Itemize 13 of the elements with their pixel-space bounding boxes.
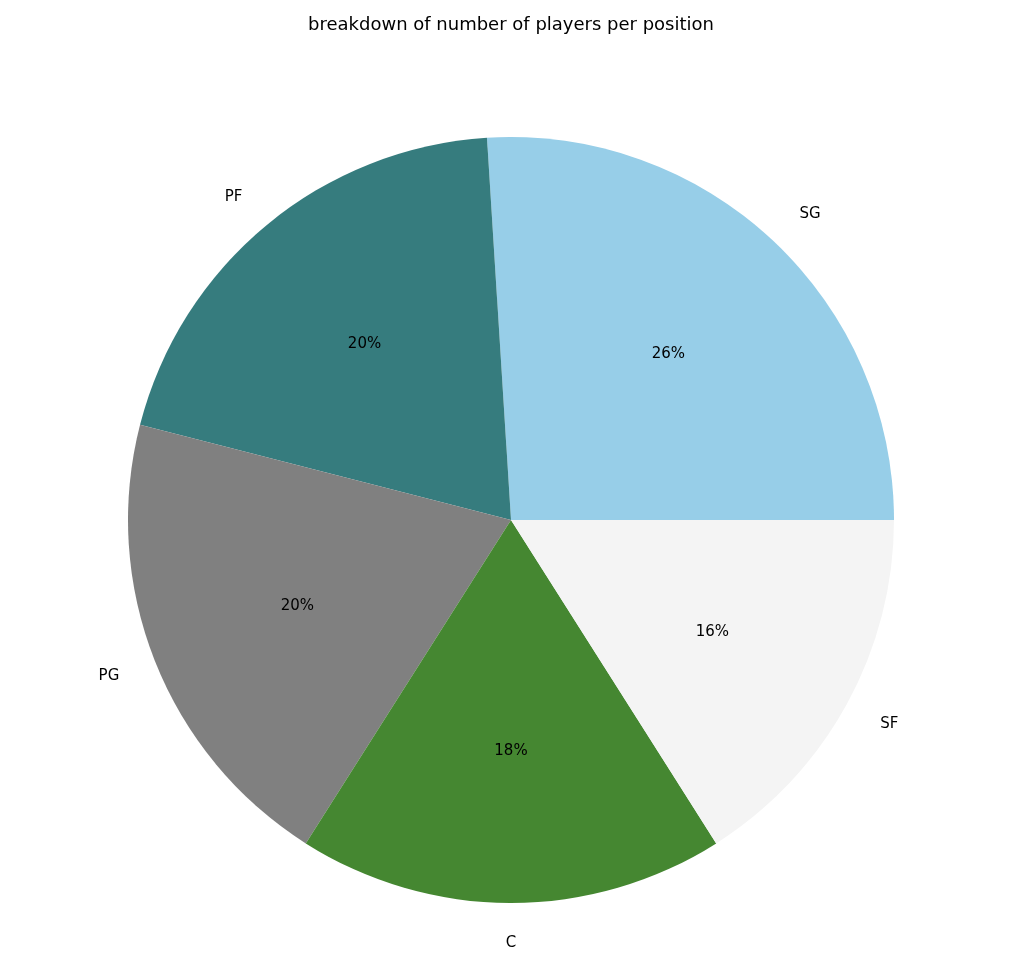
data-label: 20% bbox=[280, 595, 315, 614]
slice-label: SG bbox=[799, 204, 821, 223]
slice-label: PG bbox=[98, 666, 120, 685]
slice-label: PF bbox=[224, 186, 243, 205]
data-label: 26% bbox=[651, 343, 685, 362]
pie-slice bbox=[140, 137, 511, 520]
chart-title: breakdown of number of players per position bbox=[308, 13, 714, 34]
data-label: 16% bbox=[695, 621, 730, 640]
slice-label: C bbox=[505, 932, 517, 951]
data-label: 20% bbox=[347, 334, 382, 353]
data-label: 18% bbox=[494, 741, 528, 760]
pie-slice bbox=[486, 137, 894, 520]
slice-label: SF bbox=[880, 714, 899, 733]
